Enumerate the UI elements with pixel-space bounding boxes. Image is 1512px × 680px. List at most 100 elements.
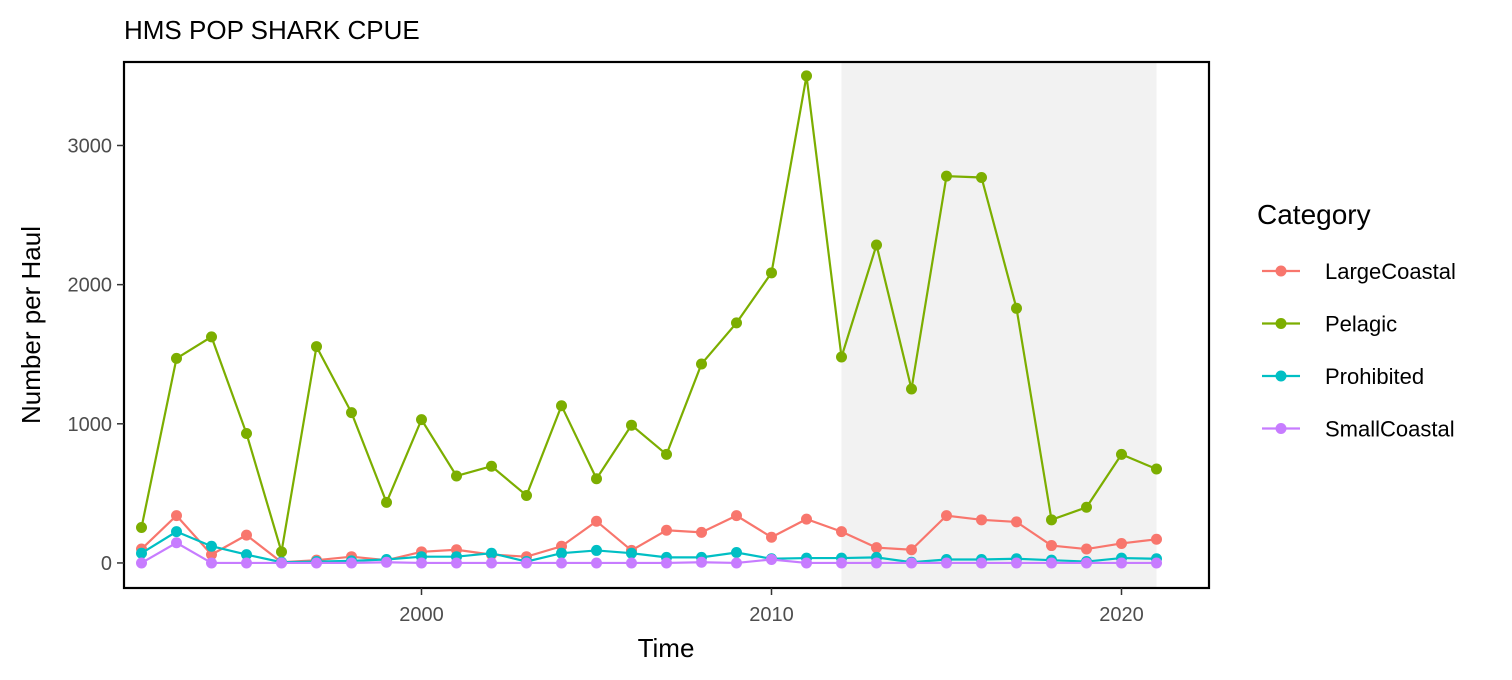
x-axis-title: Time (638, 633, 695, 663)
x-tick-label: 2000 (399, 604, 444, 626)
data-point-largecoastal (976, 514, 987, 526)
legend: LargeCoastal Pelagic Prohibited SmallCoasta… (1262, 259, 1456, 442)
data-point-smallcoastal (416, 557, 427, 569)
data-point-prohibited (626, 547, 637, 559)
legend-label-prohibited: Prohibited (1325, 364, 1424, 389)
data-point-pelagic (521, 489, 532, 501)
data-point-pelagic (801, 70, 812, 82)
legend-label-largecoastal: LargeCoastal (1325, 259, 1456, 284)
data-point-largecoastal (241, 529, 252, 541)
data-point-largecoastal (1011, 516, 1022, 528)
y-tick-label: 0 (101, 553, 112, 575)
data-point-pelagic (591, 473, 602, 485)
data-point-pelagic (906, 383, 917, 395)
legend-label-pelagic: Pelagic (1325, 312, 1397, 337)
data-point-pelagic (486, 460, 497, 472)
y-tick-label: 1000 (68, 414, 113, 436)
data-point-pelagic (1081, 501, 1092, 513)
y-tick-label: 3000 (68, 135, 113, 157)
data-point-pelagic (661, 448, 672, 460)
data-point-largecoastal (1151, 533, 1162, 545)
legend-key-point-pelagic (1275, 318, 1287, 329)
data-point-prohibited (731, 547, 742, 559)
chart-title: HMS POP SHARK CPUE (124, 15, 420, 45)
data-point-prohibited (136, 547, 147, 559)
data-point-prohibited (206, 540, 217, 552)
data-point-pelagic (976, 171, 987, 183)
data-point-largecoastal (661, 524, 672, 536)
data-point-pelagic (836, 351, 847, 363)
data-point-prohibited (486, 547, 497, 559)
data-point-smallcoastal (731, 557, 742, 569)
data-point-smallcoastal (556, 557, 567, 569)
data-point-pelagic (766, 267, 777, 279)
data-point-largecoastal (1116, 537, 1127, 549)
y-axis-title: Number per Haul (16, 226, 46, 424)
data-point-pelagic (136, 521, 147, 533)
data-point-smallcoastal (381, 556, 392, 568)
data-point-largecoastal (1046, 540, 1057, 552)
data-point-largecoastal (766, 531, 777, 543)
data-point-smallcoastal (696, 556, 707, 568)
data-point-pelagic (1046, 514, 1057, 526)
data-point-pelagic (696, 358, 707, 370)
data-point-largecoastal (871, 542, 882, 554)
data-point-smallcoastal (1046, 557, 1057, 569)
data-point-smallcoastal (136, 557, 147, 569)
y-tick-label: 2000 (68, 275, 113, 297)
data-point-prohibited (171, 526, 182, 538)
data-point-smallcoastal (451, 557, 462, 569)
data-point-largecoastal (171, 510, 182, 522)
data-point-pelagic (451, 470, 462, 482)
data-point-smallcoastal (836, 557, 847, 569)
data-point-pelagic (311, 341, 322, 353)
data-point-pelagic (1116, 448, 1127, 460)
data-point-smallcoastal (801, 557, 812, 569)
legend-key-point-prohibited (1275, 370, 1287, 382)
data-point-prohibited (241, 549, 252, 561)
data-point-largecoastal (836, 526, 847, 538)
data-point-smallcoastal (626, 557, 637, 569)
data-point-smallcoastal (171, 537, 182, 549)
data-point-pelagic (241, 428, 252, 440)
data-point-pelagic (346, 407, 357, 419)
data-point-smallcoastal (661, 557, 672, 569)
data-point-pelagic (1011, 302, 1022, 314)
data-point-pelagic (1151, 463, 1162, 475)
series-line-smallcoastal (140, 541, 1157, 565)
data-point-smallcoastal (766, 553, 777, 565)
legend-key-point-largecoastal (1275, 265, 1287, 277)
data-point-largecoastal (801, 513, 812, 525)
data-point-pelagic (416, 414, 427, 426)
data-point-largecoastal (941, 510, 952, 522)
data-point-smallcoastal (346, 557, 357, 569)
data-point-smallcoastal (941, 557, 952, 569)
shaded-region (841, 62, 1157, 588)
data-point-pelagic (731, 317, 742, 329)
data-point-smallcoastal (906, 557, 917, 569)
data-point-prohibited (556, 547, 567, 559)
data-point-pelagic (381, 496, 392, 508)
series-line-pelagic (140, 75, 1157, 553)
data-point-largecoastal (206, 549, 217, 561)
x-tick-label: 2020 (1099, 604, 1144, 626)
data-point-smallcoastal (486, 557, 497, 569)
x-tick-label: 2010 (749, 604, 794, 626)
data-point-largecoastal (731, 510, 742, 522)
legend-label-smallcoastal: SmallCoastal (1325, 417, 1455, 442)
data-point-largecoastal (1081, 543, 1092, 555)
data-point-pelagic (171, 352, 182, 364)
data-point-largecoastal (696, 526, 707, 538)
data-point-pelagic (556, 400, 567, 412)
data-point-pelagic (871, 239, 882, 251)
series-line-largecoastal (140, 514, 1157, 564)
data-point-smallcoastal (1011, 557, 1022, 569)
panel-border (122, 60, 1211, 590)
data-point-smallcoastal (206, 557, 217, 569)
data-point-prohibited (591, 544, 602, 556)
data-point-smallcoastal (871, 557, 882, 569)
data-point-smallcoastal (1116, 557, 1127, 569)
data-point-pelagic (626, 419, 637, 431)
data-point-pelagic (941, 170, 952, 182)
